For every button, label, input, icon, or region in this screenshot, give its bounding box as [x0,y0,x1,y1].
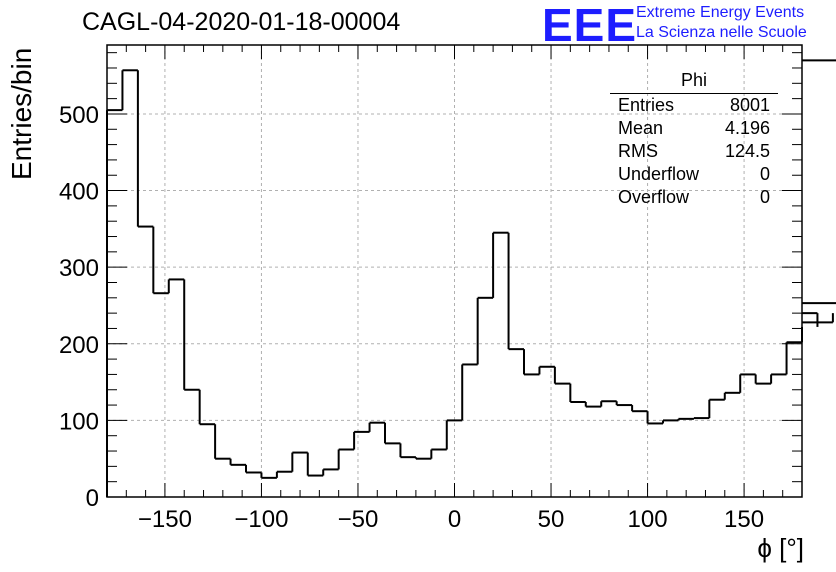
x-tick-label: 100 [628,506,668,533]
x-tick-label: −150 [138,506,192,533]
stats-row-overflow: Overflow 0 [610,186,778,209]
stats-row-entries: Entries 8001 [610,94,778,117]
plot-frame [106,44,803,498]
stats-value: 4.196 [724,118,770,138]
y-tick-label: 0 [86,485,99,512]
stats-value: 124.5 [724,141,770,161]
stats-row-rms: RMS 124.5 [610,140,778,163]
stats-value: 0 [759,187,770,207]
stats-row-underflow: Underflow 0 [610,163,778,186]
stats-label: Underflow [618,164,700,184]
stats-label: Overflow [618,187,690,207]
axis-ticks [107,45,802,498]
y-tick-label: 400 [59,179,99,206]
stats-label: Mean [618,118,664,138]
stats-label: Entries [618,95,675,115]
y-tick-label: 500 [59,102,99,129]
y-tick-label: 100 [59,408,99,435]
y-axis-label: Entries/bin [6,47,37,180]
eee-logo: EEE [542,0,638,51]
chart-title: CAGL-04-2020-01-18-00004 [82,8,401,36]
stats-label: RMS [618,141,658,161]
logo-tagline-2: La Scienza nelle Scuole [636,24,807,41]
tick-labels: −150 −100 −50 0 50 100 150 0 100 200 300 400 500 [59,102,764,533]
stats-box: Phi Entries 8001 Mean 4.196 RMS 124.5 Un… [610,70,778,209]
logo-tagline-1: Extreme Energy Events [636,4,805,21]
x-tick-label: 150 [724,506,764,533]
stats-title: Phi [610,70,778,94]
grid-lines [107,45,802,497]
x-tick-label: −50 [338,506,379,533]
stats-value: 0 [759,164,770,184]
x-tick-label: −100 [234,506,288,533]
y-tick-label: 300 [59,255,99,282]
y-tick-label: 200 [59,332,99,359]
x-tick-label: 50 [538,506,565,533]
x-tick-label: 0 [448,506,461,533]
stats-row-mean: Mean 4.196 [610,117,778,140]
stats-value: 8001 [729,95,770,115]
x-axis-label: ϕ [°] [757,533,804,563]
